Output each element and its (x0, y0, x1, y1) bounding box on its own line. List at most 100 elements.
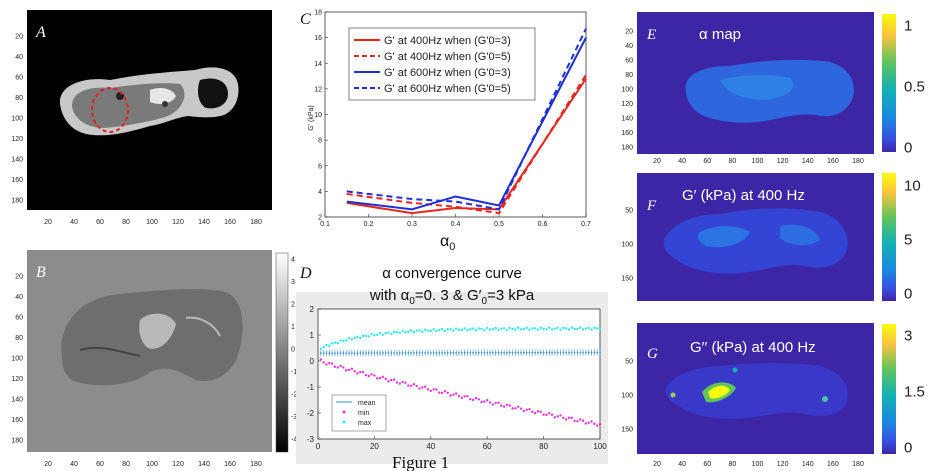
min-point (514, 407, 517, 410)
panel-e-x-ticks: 20 40 60 80 100 120 140 160 180 (653, 158, 864, 165)
panel-f-colorbar-ticks: 10 5 0 (904, 178, 921, 303)
mean-point (373, 352, 376, 354)
mean-point (511, 351, 514, 354)
mean-point (460, 351, 463, 354)
max-point (330, 342, 334, 345)
max-point (345, 339, 348, 342)
max-point (339, 339, 342, 342)
mean-point (534, 351, 537, 354)
y-tick-label: -2 (291, 392, 297, 399)
max-point (333, 341, 337, 344)
min-point (497, 401, 500, 404)
mean-point (387, 352, 390, 354)
mean-point (407, 352, 410, 354)
y-tick-label: 60 (15, 315, 23, 322)
min-point (486, 399, 489, 402)
min-point (595, 424, 599, 427)
y-tick-label: 8 (318, 138, 322, 145)
min-point (511, 407, 514, 410)
mean-point (542, 351, 545, 354)
max-point (342, 339, 345, 343)
min-point (480, 400, 483, 404)
figure-caption: Figure 1 (392, 453, 449, 471)
max-point (488, 328, 492, 331)
mean-point (539, 351, 542, 354)
min-point (545, 413, 548, 417)
max-point (567, 328, 571, 331)
legend-label: G' at 600Hz when (G'0=3) (384, 67, 511, 79)
mean-point (446, 351, 449, 354)
max-point (593, 326, 596, 330)
max-point (494, 326, 497, 330)
y-tick-label: 140 (11, 397, 23, 404)
max-point (350, 338, 354, 341)
mean-point (353, 352, 356, 354)
min-point (449, 394, 452, 397)
min-point (522, 409, 526, 413)
mean-point (506, 351, 508, 354)
mean-point (441, 351, 443, 354)
max-point (438, 328, 441, 332)
y-tick-label: 150 (621, 276, 633, 283)
x-tick-label: 0.7 (581, 221, 591, 228)
min-point (559, 414, 562, 417)
min-point (556, 415, 559, 418)
mean-point (376, 352, 379, 354)
y-tick-label: 50 (625, 208, 633, 215)
panel-f-letter: F (646, 198, 657, 214)
panel-b-x-ticks: 20 40 60 80 100 120 140 160 180 (44, 461, 262, 468)
mean-point (348, 352, 350, 355)
mean-point (562, 351, 565, 354)
max-point (390, 332, 393, 336)
x-tick-label: 160 (827, 158, 839, 165)
y-tick-label: 120 (621, 101, 633, 108)
x-tick-label: 0 (316, 442, 321, 451)
mean-point (463, 351, 466, 354)
min-point (548, 411, 551, 415)
x-tick-label: 20 (370, 442, 379, 451)
mean-point (531, 351, 534, 354)
max-point (449, 328, 452, 331)
min-point (325, 363, 328, 366)
max-point (392, 330, 396, 334)
mean-point (508, 351, 511, 354)
y-tick-label: -2 (307, 409, 315, 418)
max-point (463, 327, 466, 330)
y-tick-label: 1.5 (904, 384, 925, 401)
y-tick-label: -1 (307, 383, 315, 392)
x-tick-label: 60 (703, 461, 711, 468)
mean-point (556, 351, 559, 354)
max-point (376, 333, 379, 336)
x-tick-label: 20 (44, 461, 52, 468)
mean-point (350, 352, 353, 355)
x-tick-label: 60 (96, 219, 104, 226)
min-point (361, 370, 365, 374)
y-tick-label: 40 (625, 43, 633, 50)
min-point (350, 367, 354, 371)
mean-point (415, 352, 418, 354)
min-point (584, 422, 588, 425)
max-point (435, 329, 438, 333)
panel-g-y-ticks: 50 100 150 (621, 359, 633, 434)
max-point (570, 326, 573, 329)
min-point (553, 416, 557, 419)
x-tick-label: 120 (172, 461, 184, 468)
mean-point (336, 352, 339, 355)
min-point (356, 372, 359, 375)
max-point (483, 328, 486, 332)
min-point (398, 382, 401, 385)
max-point (514, 328, 517, 331)
mean-point (585, 351, 587, 354)
mean-point (472, 351, 474, 354)
y-tick-label: 0 (904, 286, 912, 303)
min-point (359, 370, 362, 374)
panel-g-colorbar-ticks: 31.50 (904, 328, 925, 457)
x-tick-label: 140 (802, 158, 814, 165)
x-tick-label: 160 (827, 461, 839, 468)
mean-point (568, 351, 570, 354)
min-point (443, 390, 447, 393)
mean-point (345, 352, 348, 355)
mean-point (475, 351, 477, 354)
